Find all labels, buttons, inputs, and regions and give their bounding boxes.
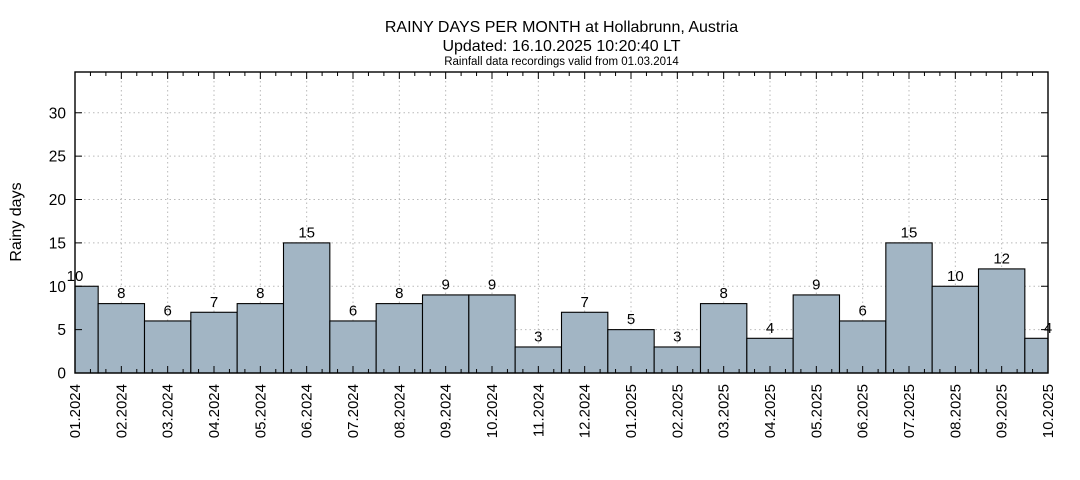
- bar: [282, 242, 331, 374]
- x-tick-label: 09.2024: [438, 384, 455, 438]
- x-tick-label: 12.2024: [577, 384, 594, 438]
- bar-value-label: 10: [67, 268, 84, 285]
- x-tick-label: 02.2025: [669, 384, 686, 438]
- y-tick-label: 30: [49, 105, 67, 122]
- x-tick-label: 10.2025: [1040, 384, 1057, 438]
- bar-value-label: 4: [1044, 320, 1052, 337]
- bar-value-label: 9: [812, 276, 820, 293]
- x-tick-label: 04.2025: [762, 384, 779, 438]
- bar-value-label: 3: [673, 328, 681, 345]
- bar: [329, 320, 377, 374]
- x-tick-label: 07.2024: [345, 384, 362, 438]
- x-tick-label: 04.2024: [206, 384, 223, 438]
- x-tick-label: 10.2024: [484, 384, 501, 438]
- chart-subtitle: Updated: 16.10.2025 10:20:40 LT: [442, 38, 681, 55]
- bar: [977, 268, 1026, 374]
- bar-value-label: 8: [395, 285, 403, 302]
- y-tick-label: 15: [49, 235, 66, 252]
- chart-title: RAINY DAYS PER MONTH at Hollabrunn, Aust…: [384, 19, 739, 36]
- y-tick-label: 20: [49, 192, 67, 209]
- bar-value-label: 15: [901, 224, 918, 241]
- bar-value-label: 7: [210, 294, 218, 311]
- bar-value-label: 8: [117, 285, 125, 302]
- x-tick-label: 07.2025: [901, 384, 918, 438]
- x-tick-label: 03.2024: [160, 384, 177, 438]
- bar: [236, 303, 285, 374]
- bar: [468, 294, 516, 374]
- x-tick-label: 11.2024: [530, 384, 547, 437]
- bar: [792, 294, 841, 374]
- bar: [885, 242, 933, 374]
- bar-value-label: 8: [719, 285, 727, 302]
- x-tick-label: 06.2024: [299, 384, 316, 438]
- bar-value-label: 4: [766, 320, 774, 337]
- bar: [375, 303, 424, 374]
- bar: [838, 320, 887, 374]
- x-tick-label: 03.2025: [716, 384, 733, 438]
- bar-value-label: 9: [488, 276, 496, 293]
- bar: [607, 329, 655, 374]
- x-tick-label: 09.2025: [994, 384, 1011, 438]
- y-tick-label: 25: [49, 149, 66, 166]
- bar-value-label: 9: [441, 276, 449, 293]
- bar-value-label: 5: [627, 311, 635, 328]
- bar-value-label: 6: [349, 302, 357, 319]
- y-tick-label: 0: [57, 366, 66, 383]
- x-tick-label: 01.2025: [623, 384, 640, 438]
- bar: [421, 294, 470, 374]
- y-tick-label: 10: [49, 279, 67, 296]
- bar-value-label: 10: [947, 268, 964, 285]
- bar-value-label: 8: [256, 285, 264, 302]
- bar: [560, 311, 609, 374]
- x-tick-label: 06.2025: [855, 384, 872, 438]
- bar: [699, 303, 748, 374]
- x-tick-label: 01.2024: [67, 384, 84, 438]
- plot-border: [74, 71, 1049, 374]
- bar: [97, 303, 146, 374]
- bar: [931, 285, 980, 374]
- bar-value-label: 6: [858, 302, 866, 319]
- bar: [1024, 337, 1049, 374]
- x-tick-label: 05.2025: [808, 384, 825, 438]
- bar-value-label: 3: [534, 328, 542, 345]
- x-tick-label: 08.2025: [947, 384, 964, 438]
- chart-note: Rainfall data recordings valid from 01.0…: [444, 56, 679, 68]
- bar-value-label: 7: [580, 294, 588, 311]
- bar-value-label: 12: [993, 250, 1010, 267]
- bar: [143, 320, 192, 374]
- bar: [190, 311, 238, 374]
- bar-value-label: 6: [163, 302, 171, 319]
- x-tick-label: 05.2024: [252, 384, 269, 438]
- bar-value-label: 15: [298, 224, 315, 241]
- x-tick-label: 08.2024: [391, 384, 408, 438]
- x-tick-label: 02.2024: [113, 384, 130, 438]
- y-tick-label: 5: [57, 322, 66, 339]
